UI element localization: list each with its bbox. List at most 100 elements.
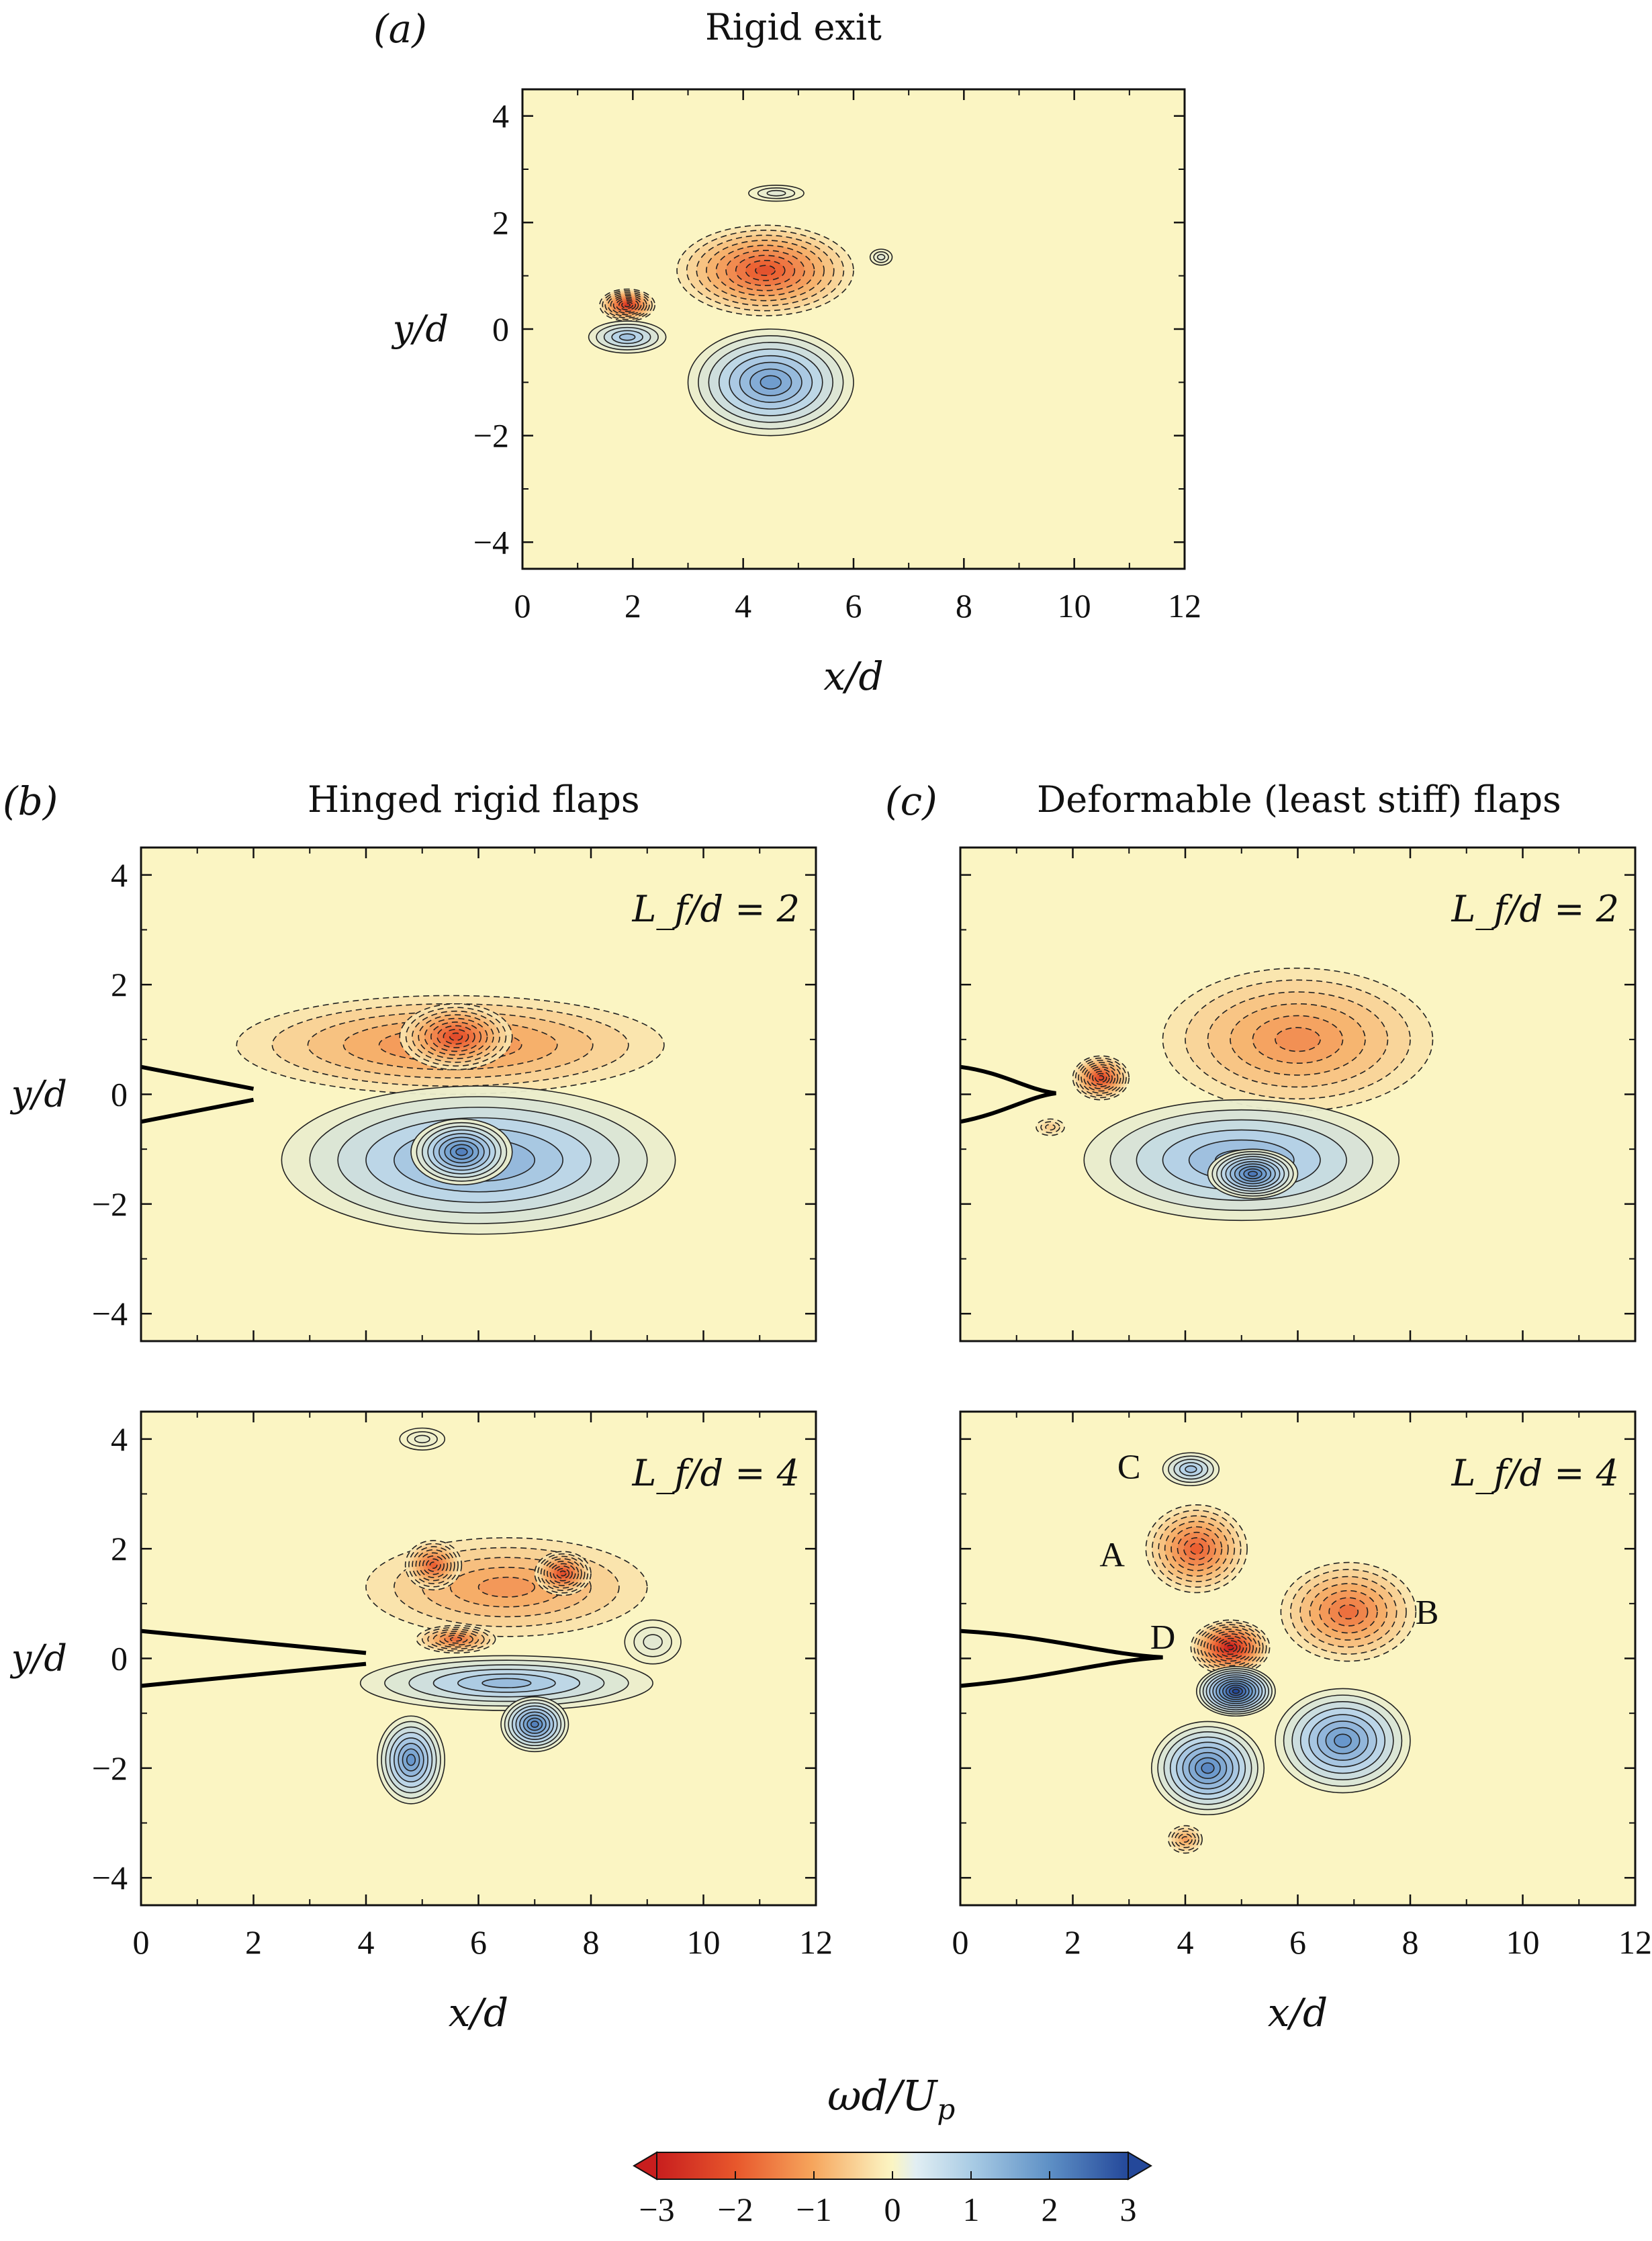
y-tick-label: −2	[92, 1185, 128, 1223]
negative-vortex	[404, 1540, 463, 1591]
flap-length-annotation: L_f/d = 4	[1451, 1452, 1619, 1494]
negative-vortex	[1280, 1561, 1417, 1662]
colorbar-tick-label: −1	[796, 2191, 831, 2228]
panel-c-label: (c)	[885, 778, 937, 824]
positive-vortex	[410, 1118, 513, 1186]
panel-b2: 0 2 4 6 8 10 12 4 2 0 −2 −4 y/d x/d L_f/d = 4	[10, 1410, 833, 2036]
vorticity-field	[1145, 1452, 1417, 1854]
flap-length-annotation: L_f/d = 2	[1451, 888, 1619, 930]
positive-vortex	[1150, 1721, 1265, 1816]
x-tick-label: 2	[625, 587, 641, 625]
colorbar-tick-label: 3	[1120, 2191, 1137, 2228]
deformable-flap	[960, 1064, 1056, 1124]
upper-flap	[140, 1064, 255, 1091]
positive-vortex	[869, 248, 893, 266]
x-tick-label: 10	[687, 1923, 721, 1961]
negative-vortex	[599, 288, 655, 322]
x-tick-label: 2	[1064, 1923, 1081, 1961]
negative-vortex	[676, 224, 854, 316]
x-tick-label: 2	[245, 1923, 262, 1961]
panel-c2: 0 2 4 6 8 10 12 x/d L_f/d = 4 C A B D	[952, 1410, 1652, 2036]
panel-c-title: Deformable (least stiff) flaps	[1037, 778, 1561, 821]
vortex-label-B: B	[1416, 1594, 1439, 1632]
x-tick-label: 12	[799, 1923, 833, 1961]
colorbar: −3 −2 −1 0 1 2 3	[633, 2151, 1152, 2228]
panel-b-label: (b)	[3, 778, 58, 824]
upper-flap	[140, 1629, 367, 1655]
vorticity-field	[359, 1427, 682, 1804]
y-tick-label: 4	[492, 97, 509, 135]
positive-vortex	[687, 328, 854, 437]
y-tick-label: 2	[111, 966, 128, 1003]
positive-vortex	[359, 1655, 653, 1711]
negative-vortex	[1190, 1619, 1271, 1676]
x-tick-label: 8	[1402, 1923, 1419, 1961]
negative-vortex	[1168, 1825, 1203, 1854]
x-tick-label: 8	[956, 587, 972, 625]
x-tick-label: 12	[1618, 1923, 1652, 1961]
negative-vortex	[399, 1003, 513, 1070]
flap-length-annotation: L_f/d = 2	[631, 888, 800, 930]
lower-flap	[140, 1661, 367, 1688]
positive-vortex	[624, 1619, 682, 1665]
colorbar-tick-label: 0	[884, 2191, 901, 2228]
y-tick-label: 0	[111, 1076, 128, 1113]
panel-b-title: Hinged rigid flaps	[308, 778, 640, 821]
plot-background	[960, 1412, 1635, 1905]
colorbar-tick-label: −2	[717, 2191, 753, 2228]
x-tick-label: 6	[1289, 1923, 1306, 1961]
positive-vortex	[1162, 1452, 1220, 1487]
panel-a: 0 2 4 6 8 10 12 4 2 0 −2 −4 y/d x/d	[392, 88, 1201, 699]
y-tick-label: 4	[111, 856, 128, 894]
vorticity-field	[588, 185, 893, 437]
x-tick-label: 4	[358, 1923, 375, 1961]
negative-vortex	[1036, 1118, 1065, 1136]
vortex-label-A: A	[1099, 1536, 1125, 1574]
y-axis-label: y/d	[392, 308, 449, 350]
lower-flap	[140, 1097, 255, 1124]
negative-vortex	[534, 1551, 592, 1596]
y-tick-label: −2	[92, 1749, 128, 1787]
y-tick-label: 2	[111, 1530, 128, 1567]
panel-c1: L_f/d = 2	[959, 846, 1637, 1342]
y-tick-label: 4	[111, 1420, 128, 1458]
positive-vortex	[748, 185, 805, 202]
colorbar-label: ωd/Up	[827, 2071, 956, 2126]
positive-vortex	[1195, 1665, 1276, 1717]
y-tick-label: −2	[473, 417, 509, 455]
x-tick-label: 8	[583, 1923, 600, 1961]
positive-vortex	[500, 1696, 569, 1753]
negative-vortex	[1072, 1055, 1130, 1101]
y-axis-label: y/d	[10, 1637, 67, 1680]
y-tick-label: −4	[92, 1295, 128, 1332]
y-axis-label: y/d	[10, 1073, 67, 1115]
negative-vortex	[1162, 967, 1434, 1111]
y-tick-label: −4	[92, 1859, 128, 1896]
x-tick-label: 12	[1168, 587, 1201, 625]
colorbar-min-arrow	[633, 2151, 657, 2181]
x-tick-label: 0	[952, 1923, 969, 1961]
x-tick-label: 4	[735, 587, 751, 625]
deformable-flap	[960, 1629, 1163, 1688]
panel-b1: 4 2 0 −2 −4 y/d L_f/d = 2	[10, 846, 817, 1342]
x-axis-label: x/d	[823, 653, 883, 699]
colorbar-max-arrow	[1128, 2151, 1152, 2181]
vortex-label-C: C	[1117, 1449, 1141, 1487]
x-tick-label: 0	[514, 587, 531, 625]
panel-a-label: (a)	[373, 6, 427, 52]
x-axis-label: x/d	[449, 1990, 508, 2036]
y-tick-label: 0	[492, 310, 509, 348]
positive-vortex	[376, 1715, 446, 1804]
flap-length-annotation: L_f/d = 4	[631, 1452, 800, 1494]
panel-a-title: Rigid exit	[705, 6, 882, 48]
x-tick-label: 6	[470, 1923, 487, 1961]
x-axis-label: x/d	[1268, 1990, 1328, 2036]
colorbar-tick-label: 1	[963, 2191, 980, 2228]
positive-vortex	[1207, 1148, 1299, 1199]
colorbar-tick-label: 2	[1042, 2191, 1058, 2228]
y-tick-label: 2	[492, 203, 509, 241]
vortex-label-D: D	[1150, 1618, 1176, 1657]
x-tick-label: 0	[133, 1923, 150, 1961]
vorticity-field	[1036, 967, 1434, 1222]
